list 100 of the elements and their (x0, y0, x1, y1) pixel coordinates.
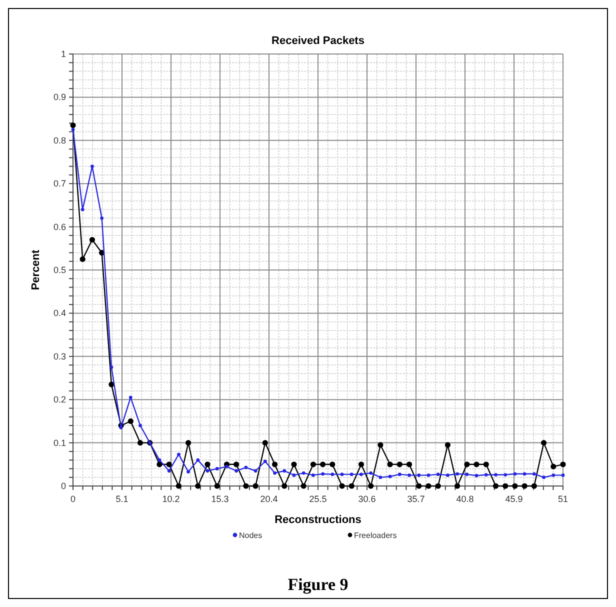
x-tick-label: 25.5 (309, 494, 327, 504)
point (282, 469, 286, 473)
point (378, 442, 384, 448)
point (416, 483, 422, 489)
point (378, 476, 382, 480)
point (176, 483, 182, 489)
chart-title: Received Packets (272, 35, 364, 47)
x-tick-label: 15.3 (211, 494, 229, 504)
point (196, 458, 200, 462)
point (137, 440, 144, 446)
point (513, 472, 517, 476)
point (550, 464, 556, 470)
point (273, 471, 276, 475)
point (454, 483, 460, 489)
point (80, 256, 86, 262)
x-axis-title: Reconstructions (274, 514, 362, 526)
point (321, 472, 325, 476)
x-tick-label: 45.9 (505, 494, 523, 504)
point (484, 473, 488, 476)
point (244, 466, 248, 470)
point (310, 462, 316, 468)
point (128, 418, 134, 424)
point (502, 483, 508, 489)
y-tick-label: 1 (60, 49, 66, 59)
point (406, 462, 412, 468)
point (167, 469, 171, 473)
point (561, 474, 565, 477)
point (369, 471, 373, 475)
point (444, 442, 451, 448)
point (110, 366, 114, 369)
y-tick-label: 0.3 (53, 351, 66, 362)
y-tick-label: 0.4 (53, 308, 66, 318)
point (89, 236, 96, 243)
point (522, 472, 526, 476)
x-tick-label: 20.4 (260, 494, 278, 504)
point (90, 164, 94, 168)
point (360, 472, 363, 476)
legend-label: Nodes (239, 531, 262, 540)
point (291, 462, 297, 468)
y-tick-label: 0 (60, 481, 66, 491)
x-tick-label: 5.1 (116, 494, 128, 504)
point (396, 462, 402, 468)
point (330, 472, 334, 476)
point (339, 483, 345, 489)
point (340, 472, 344, 476)
point (368, 483, 374, 489)
point (138, 424, 142, 428)
point (474, 474, 478, 478)
point (158, 458, 162, 462)
point (398, 472, 402, 476)
y-tick-label: 0.8 (53, 135, 66, 146)
point (320, 462, 326, 468)
point (417, 474, 421, 477)
point (176, 452, 180, 456)
point (504, 473, 508, 476)
y-tick-label: 0.6 (53, 222, 66, 232)
point (206, 469, 210, 473)
point (204, 462, 210, 468)
point (262, 440, 268, 446)
point (254, 469, 258, 473)
point (464, 462, 470, 468)
point (292, 474, 296, 477)
x-tick-label: 51 (558, 494, 568, 504)
point (465, 472, 469, 476)
point (282, 483, 288, 489)
point (494, 473, 498, 476)
y-tick-label: 0.5 (53, 265, 66, 275)
point (552, 474, 556, 477)
point (426, 483, 432, 489)
point (446, 474, 450, 477)
point (532, 472, 536, 476)
point (215, 467, 219, 470)
point (234, 462, 240, 468)
caption: Figure 9 (288, 575, 348, 594)
point (70, 122, 76, 128)
point (522, 483, 528, 489)
point (186, 470, 190, 474)
point (350, 472, 354, 476)
y-tick-label: 0.1 (53, 438, 66, 448)
point (483, 462, 489, 468)
point (358, 462, 364, 468)
point (263, 460, 267, 464)
point (560, 462, 566, 468)
point (225, 464, 228, 468)
point (156, 462, 162, 468)
point (243, 483, 249, 489)
point (128, 396, 132, 400)
point (80, 208, 84, 212)
x-tick-label: 0 (70, 494, 76, 504)
point (540, 440, 547, 446)
point (456, 472, 460, 476)
point (119, 426, 123, 430)
point (166, 462, 172, 468)
point (348, 483, 354, 489)
x-tick-label: 35.7 (407, 494, 425, 504)
legend-label: Freeloaders (354, 531, 397, 540)
point (71, 128, 75, 132)
point (330, 462, 336, 468)
point (214, 483, 220, 489)
y-tick-label: 0.9 (53, 92, 66, 102)
